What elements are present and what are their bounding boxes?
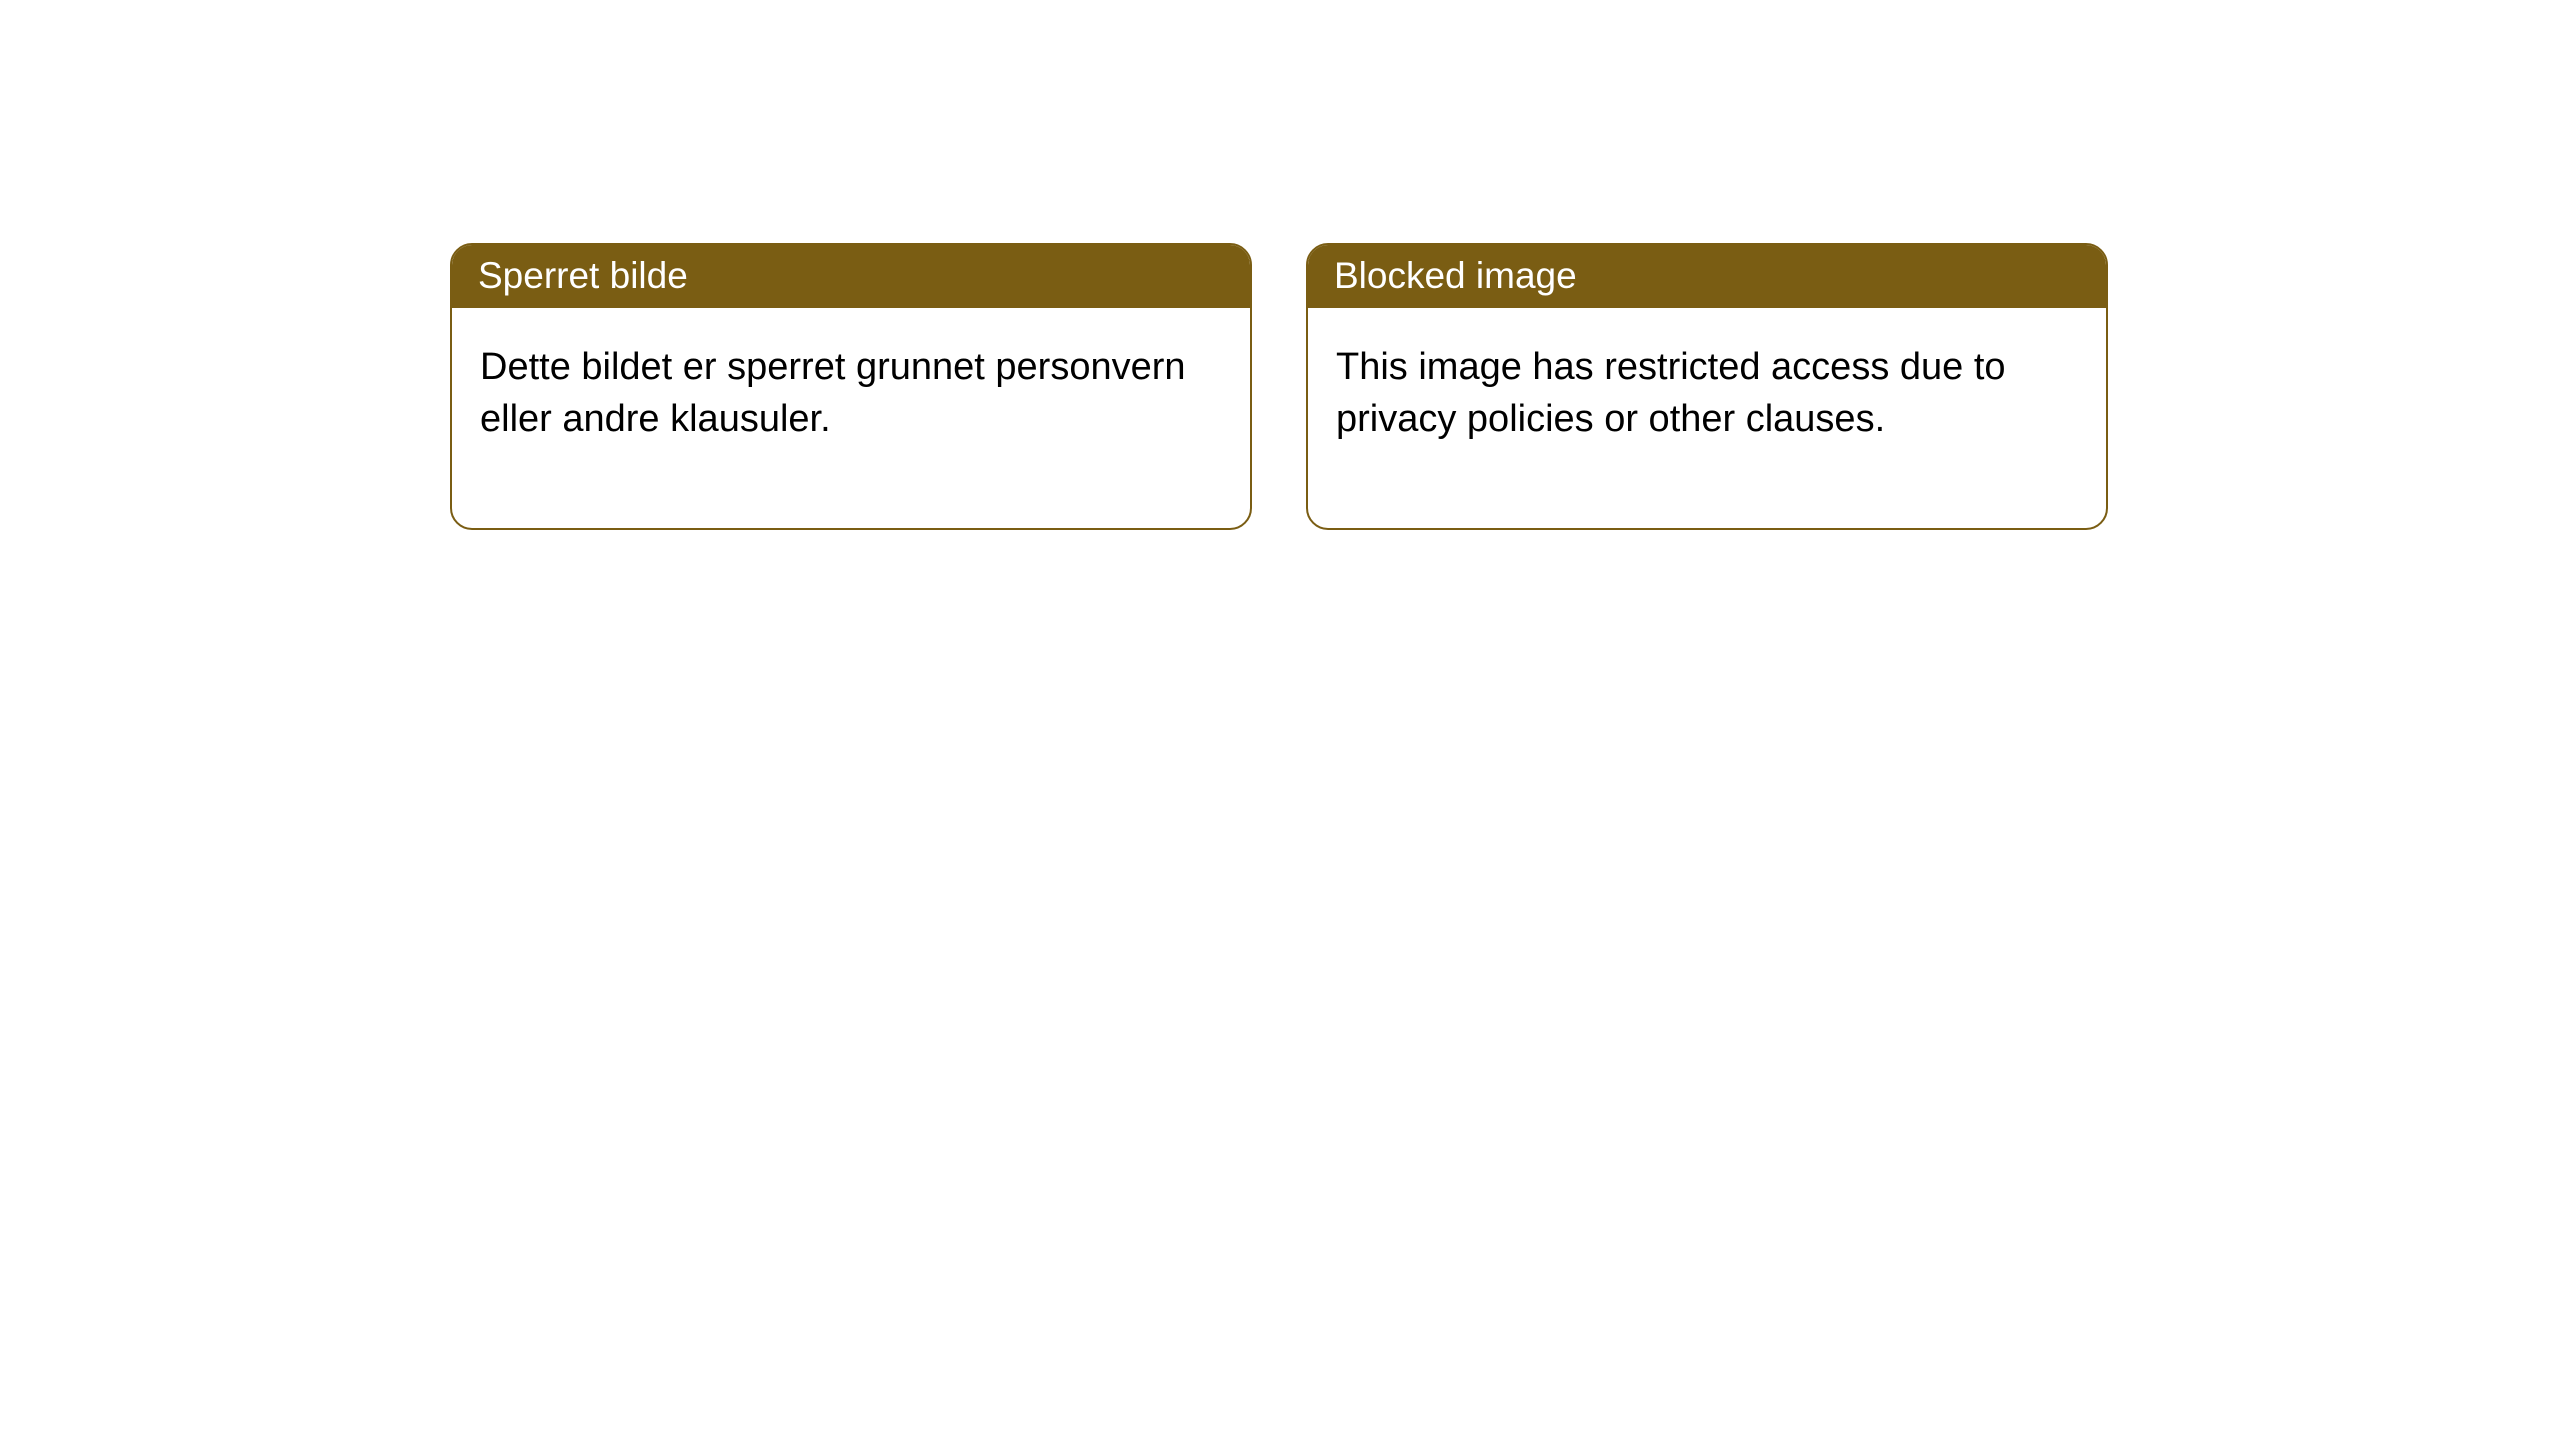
notice-title: Blocked image xyxy=(1308,245,2106,308)
notice-body: This image has restricted access due to … xyxy=(1308,308,2106,528)
notice-container: Sperret bilde Dette bildet er sperret gr… xyxy=(0,0,2560,530)
notice-card-norwegian: Sperret bilde Dette bildet er sperret gr… xyxy=(450,243,1252,530)
notice-title: Sperret bilde xyxy=(452,245,1250,308)
notice-body: Dette bildet er sperret grunnet personve… xyxy=(452,308,1250,528)
notice-card-english: Blocked image This image has restricted … xyxy=(1306,243,2108,530)
